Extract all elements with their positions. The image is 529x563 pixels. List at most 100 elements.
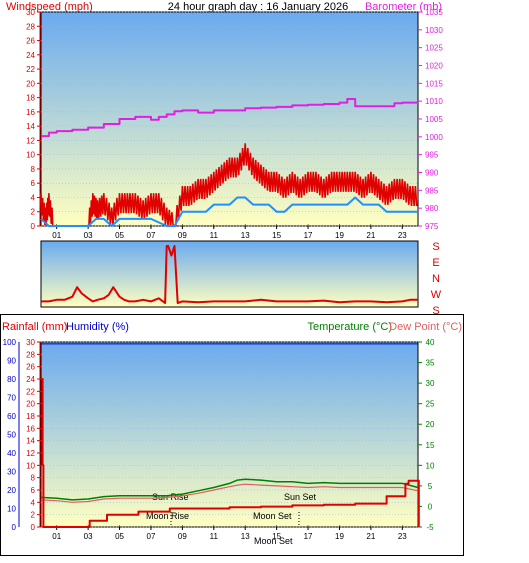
y-tick-label: 10 [426,461,435,470]
y-tick-label: 100 [3,338,17,347]
y-tick-label: 0 [12,523,17,532]
y-tick-label: 1015 [425,79,443,88]
x-tick-label: 15 [272,231,281,240]
x-tick-label: 23 [398,532,407,541]
y-tick-label: 8 [31,165,36,174]
y-tick-label: 60 [7,412,16,421]
x-tick-label: 19 [335,231,344,240]
barometer-axis-title: Barometer (mb) [365,1,442,13]
y-tick-label: 1020 [425,62,443,71]
y-tick-label: 14 [26,437,35,446]
y-tick-label: 20 [26,400,35,409]
lower-frame [0,314,464,556]
humidity-y-ticks: 0 10 20 30 40 50 60 70 80 90 100 [3,338,20,532]
wind-series [40,98,418,227]
moon-set-label: Moon Set [253,511,292,521]
y-tick-label: 1035 [425,8,443,17]
x-tick-label: 09 [178,231,187,240]
direction-plot-area [40,240,419,308]
barometer-line [41,98,418,138]
moon-set-axis-label: Moon Set [254,536,293,546]
rainfall-axis-title: Rainfall (mm) [2,321,67,333]
y-tick-label: 5 [428,482,433,491]
x-tick-label: 23 [398,231,407,240]
y-tick-label: 2 [31,511,36,520]
y-tick-label: 0 [428,502,433,511]
direction-label: S [432,241,439,253]
y-tick-label: 4 [31,498,36,507]
temperature-series [40,343,420,528]
x-tick-label: 21 [366,532,375,541]
average-wind-line [40,196,418,227]
direction-label: S [432,305,439,317]
y-tick-label: 10 [7,505,16,514]
temperature-axis-title: Temperature (°C) [308,321,392,333]
y-tick-label: 0 [31,523,36,532]
sun-set-label: Sun Set [284,492,317,502]
y-tick-label: 18 [26,412,35,421]
y-tick-label: 1010 [425,97,443,106]
dewpoint-axis-title: Dew Point (°C) [389,321,462,333]
temperature-y-ticks: -5 0 5 10 15 20 25 30 35 40 [418,338,435,532]
humidity-axis-title: Humidity (%) [66,321,129,333]
y-tick-label: 975 [425,222,439,231]
y-tick-label: 20 [7,486,16,495]
y-tick-label: 1000 [425,133,443,142]
y-tick-label: 30 [26,8,35,17]
y-tick-label: 990 [425,169,439,178]
wind-direction-line [41,245,418,304]
y-tick-label: 28 [26,22,35,31]
x-tick-label: 01 [52,231,61,240]
y-tick-label: 30 [426,379,435,388]
y-tick-label: 28 [26,350,35,359]
x-tick-label: 05 [115,532,124,541]
y-tick-label: 4 [31,193,36,202]
y-tick-label: 20 [26,79,35,88]
y-tick-label: 22 [26,65,35,74]
y-tick-label: 995 [425,151,439,160]
temperature-plot-area [40,341,419,528]
x-tick-label: 21 [366,231,375,240]
y-tick-label: 80 [7,375,16,384]
y-tick-label: 12 [26,449,35,458]
y-tick-label: 50 [7,431,16,440]
direction-label: N [432,273,440,285]
x-tick-label: 17 [304,231,313,240]
graph-title: 24 hour graph day : 16 January 2026 [168,1,348,13]
y-tick-label: 24 [26,375,35,384]
windspeed-line [40,143,418,227]
y-tick-label: 26 [26,37,35,46]
y-tick-label: 6 [31,486,36,495]
y-tick-label: 6 [31,179,36,188]
y-tick-label: 35 [426,359,435,368]
y-tick-label: 1005 [425,115,443,124]
y-tick-label: 16 [26,424,35,433]
y-tick-label: 30 [26,338,35,347]
y-tick-label: 12 [26,136,35,145]
y-tick-label: 14 [26,122,35,131]
y-tick-label: 24 [26,51,35,60]
y-tick-label: 70 [7,394,16,403]
y-tick-label: 22 [26,387,35,396]
x-tick-label: 07 [147,231,156,240]
y-tick-label: 10 [26,461,35,470]
y-tick-label: 26 [26,363,35,372]
barometer-y-ticks: 975 980 985 990 995 1000 1005 1010 1015 1020 1025 1… [418,8,443,231]
x-tick-label: 01 [52,532,61,541]
x-tick-label: 03 [84,532,93,541]
direction-label: E [432,257,439,269]
y-tick-label: -5 [426,523,434,532]
x-tick-label: 17 [304,532,313,541]
y-tick-label: 10 [26,151,35,160]
y-tick-label: 1030 [425,26,443,35]
y-tick-label: 8 [31,474,36,483]
y-tick-label: 2 [31,208,36,217]
x-tick-label: 13 [241,532,250,541]
rainfall-line [40,378,420,528]
direction-series [41,245,418,304]
x-tick-label: 19 [335,532,344,541]
moon-rise-label: Moon Rise [146,511,189,521]
x-tick-label: 05 [115,231,124,240]
